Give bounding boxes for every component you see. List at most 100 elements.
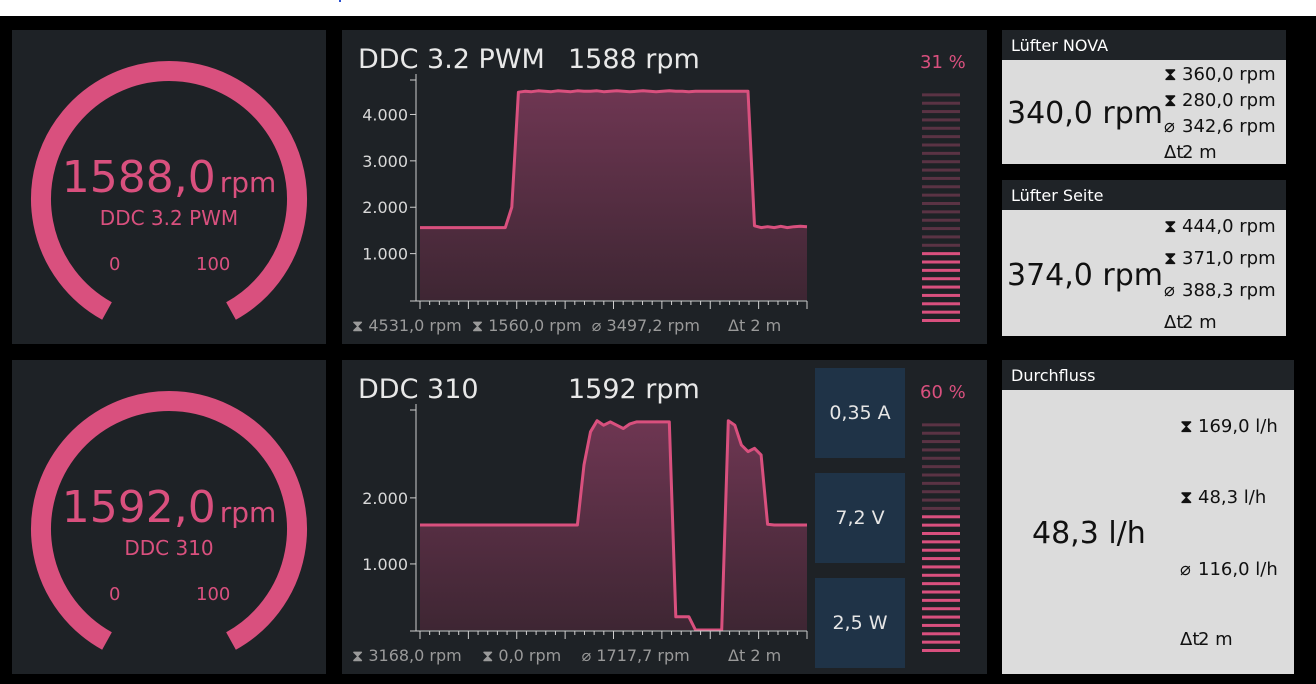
avg-icon: ⌀ [591, 316, 602, 335]
level-bar-segment [922, 448, 960, 452]
top-indicator-dot [339, 0, 341, 2]
level-bar-segment [922, 498, 960, 502]
gauge-ring-icon [31, 61, 307, 320]
max-icon: ⧗ [1180, 416, 1193, 437]
level-bar-segment [922, 151, 960, 155]
min-value: 1560,0 rpm [488, 316, 582, 335]
gauge-panel-ddc310: 1592,0 rpm DDC 310 0 100 [12, 360, 326, 674]
level-bar-segment [922, 168, 960, 172]
sensor-title: Lüfter Seite [1002, 180, 1286, 210]
gauge-name: DDC 310 [124, 536, 214, 560]
chart-panel-ddc310: 1.000 2.000 DDC 310 1592 rpm 60 % 0,35 A … [342, 360, 987, 674]
level-bar-segment [922, 598, 960, 602]
gauge-value: 1592,0 rpm [61, 482, 277, 533]
sensor-avg: ⌀ 342,6 rpm [1164, 116, 1276, 137]
sensor-time: Δt2 m [1164, 142, 1217, 163]
min-icon: ⧗ [1164, 90, 1177, 111]
level-bar-segment [922, 310, 960, 314]
level-bar-segment [922, 285, 960, 289]
level-bar-segment [922, 515, 960, 519]
y-tick-label: 4.000 [362, 105, 408, 124]
chart-panel-ddc32: 1.000 2.000 3.000 4.000 DDC 3.2 PWM 1588 rp… [342, 30, 987, 344]
min-icon: ⧗ [482, 646, 494, 665]
gauge-max: 100 [196, 584, 231, 605]
level-bar-segment [922, 218, 960, 222]
sensor-tile-durchfluss: Durchfluss 48,3 l/h ⧗ 169,0 l/h ⧗ 48,3 l/h… [1002, 360, 1294, 674]
sensor-min: ⧗ 48,3 l/h [1180, 487, 1267, 508]
gauge-name: DDC 3.2 PWM [99, 206, 239, 230]
level-bar-segment [922, 210, 960, 214]
series-line [420, 419, 807, 632]
avg-icon: ⌀ [581, 646, 592, 665]
level-bar-segment [922, 243, 960, 247]
gauge-value: 1588,0 rpm [61, 152, 277, 203]
avg-icon: ⌀ [1164, 116, 1175, 137]
level-bar-segment [922, 185, 960, 189]
series-line [420, 89, 808, 230]
level-bar-segment [922, 302, 960, 306]
series-area [420, 420, 807, 630]
sensor-title: Lüfter NOVA [1002, 30, 1286, 60]
level-bar-segment [922, 423, 960, 427]
level-bar-segment [922, 590, 960, 594]
sensor-title: Durchfluss [1002, 360, 1294, 390]
avg-icon: ⌀ [1164, 280, 1175, 301]
min-value: 0,0 rpm [498, 646, 562, 665]
sensor-avg: ⌀ 116,0 l/h [1180, 559, 1278, 580]
y-tick-label: 1.000 [362, 555, 408, 574]
level-bar-segment [922, 118, 960, 122]
level-bar-segment [922, 126, 960, 130]
level-bar-segment [922, 277, 960, 281]
voltage-tile: 7,2 V [815, 473, 905, 563]
min-icon: ⧗ [1180, 487, 1193, 508]
level-bar-segment [922, 573, 960, 577]
level-bar-segment [922, 440, 960, 444]
max-icon: ⧗ [352, 646, 364, 665]
level-bar-segment [922, 456, 960, 460]
level-bar-segment [922, 319, 960, 322]
sensor-max: ⧗ 360,0 rpm [1164, 64, 1276, 85]
time-span: Δt 2 m [728, 316, 782, 335]
level-bar-segment [922, 506, 960, 510]
avg-icon: ⌀ [1180, 559, 1191, 580]
level-bar-segment [922, 193, 960, 197]
level-bar-segment [922, 649, 960, 652]
level-bar-segment [922, 565, 960, 569]
top-strip [0, 0, 1316, 16]
chart-stats: ⧗ 4531,0 rpm ⧗ 1560,0 rpm ⌀ 3497,2 rpm [352, 316, 700, 336]
time-span: Δt 2 m [728, 646, 782, 665]
level-bar-segment [922, 110, 960, 114]
level-bar-segment [922, 623, 960, 627]
chart-stats: ⧗ 3168,0 rpm ⧗ 0,0 rpm ⌀ 1717,7 rpm [352, 646, 690, 666]
avg-value: 3497,2 rpm [606, 316, 700, 335]
y-tick-label: 2.000 [362, 489, 408, 508]
level-bar-segment [922, 523, 960, 527]
level-bar-segment [922, 640, 960, 644]
sensor-value: 48,3 l/h [1032, 516, 1146, 551]
max-icon: ⧗ [352, 316, 364, 335]
delta-t-icon: Δt [1180, 629, 1200, 650]
max-icon: ⧗ [1164, 64, 1177, 85]
sensor-time: Δt2 m [1164, 312, 1217, 333]
level-bar-segment [922, 615, 960, 619]
gauge-ring-icon [31, 391, 307, 650]
level-bar-segment [922, 176, 960, 180]
max-icon: ⧗ [1164, 216, 1177, 237]
pwm-percent: 31 % [920, 52, 966, 73]
sensor-max: ⧗ 444,0 rpm [1164, 216, 1276, 237]
min-icon: ⧗ [1164, 248, 1177, 269]
level-bar-segment [922, 202, 960, 205]
chart-title: DDC 310 [358, 374, 479, 405]
level-bar-segment [922, 101, 960, 105]
sensor-tile-luefter-seite: Lüfter Seite 374,0 rpm ⧗ 444,0 rpm ⧗ 371,0… [1002, 180, 1286, 336]
level-bar-segment [922, 93, 960, 97]
chart-title: DDC 3.2 PWM [358, 44, 545, 75]
rpm-area-chart: 1.000 2.000 [362, 404, 960, 652]
level-bar-segment [922, 481, 960, 485]
level-bar-segment [922, 143, 960, 147]
level-bar-segment [922, 227, 960, 231]
level-bar-segment [922, 135, 960, 139]
level-bar-segment [922, 532, 960, 535]
y-tick-label: 1.000 [362, 245, 408, 264]
level-bar-segment [922, 431, 960, 435]
